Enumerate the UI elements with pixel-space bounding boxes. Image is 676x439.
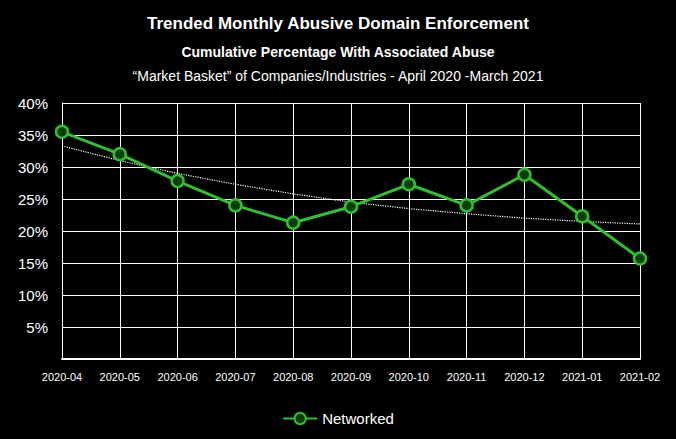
svg-text:25%: 25% xyxy=(18,191,48,208)
svg-text:2020-09: 2020-09 xyxy=(331,371,371,383)
svg-text:35%: 35% xyxy=(18,127,48,144)
svg-text:Trended Monthly Abusive Domain: Trended Monthly Abusive Domain Enforceme… xyxy=(147,14,529,33)
svg-text:2020-05: 2020-05 xyxy=(100,371,140,383)
svg-text:“Market Basket” of Companies/I: “Market Basket” of Companies/Industries … xyxy=(133,68,544,84)
svg-text:2020-10: 2020-10 xyxy=(389,371,429,383)
svg-text:2020-06: 2020-06 xyxy=(157,371,197,383)
svg-text:2020-11: 2020-11 xyxy=(447,371,487,383)
svg-text:2020-12: 2020-12 xyxy=(504,371,544,383)
svg-text:10%: 10% xyxy=(18,287,48,304)
svg-text:2020-08: 2020-08 xyxy=(273,371,313,383)
svg-text:5%: 5% xyxy=(26,319,48,336)
svg-text:Networked: Networked xyxy=(322,410,394,427)
svg-text:40%: 40% xyxy=(18,95,48,112)
svg-text:20%: 20% xyxy=(18,223,48,240)
svg-text:2020-07: 2020-07 xyxy=(215,371,255,383)
svg-text:Cumulative Percentage With Ass: Cumulative Percentage With Associated Ab… xyxy=(181,44,494,60)
svg-text:2021-01: 2021-01 xyxy=(562,371,602,383)
svg-text:2021-02: 2021-02 xyxy=(620,371,660,383)
svg-text:15%: 15% xyxy=(18,255,48,272)
svg-text:30%: 30% xyxy=(18,159,48,176)
svg-text:2020-04: 2020-04 xyxy=(42,371,82,383)
